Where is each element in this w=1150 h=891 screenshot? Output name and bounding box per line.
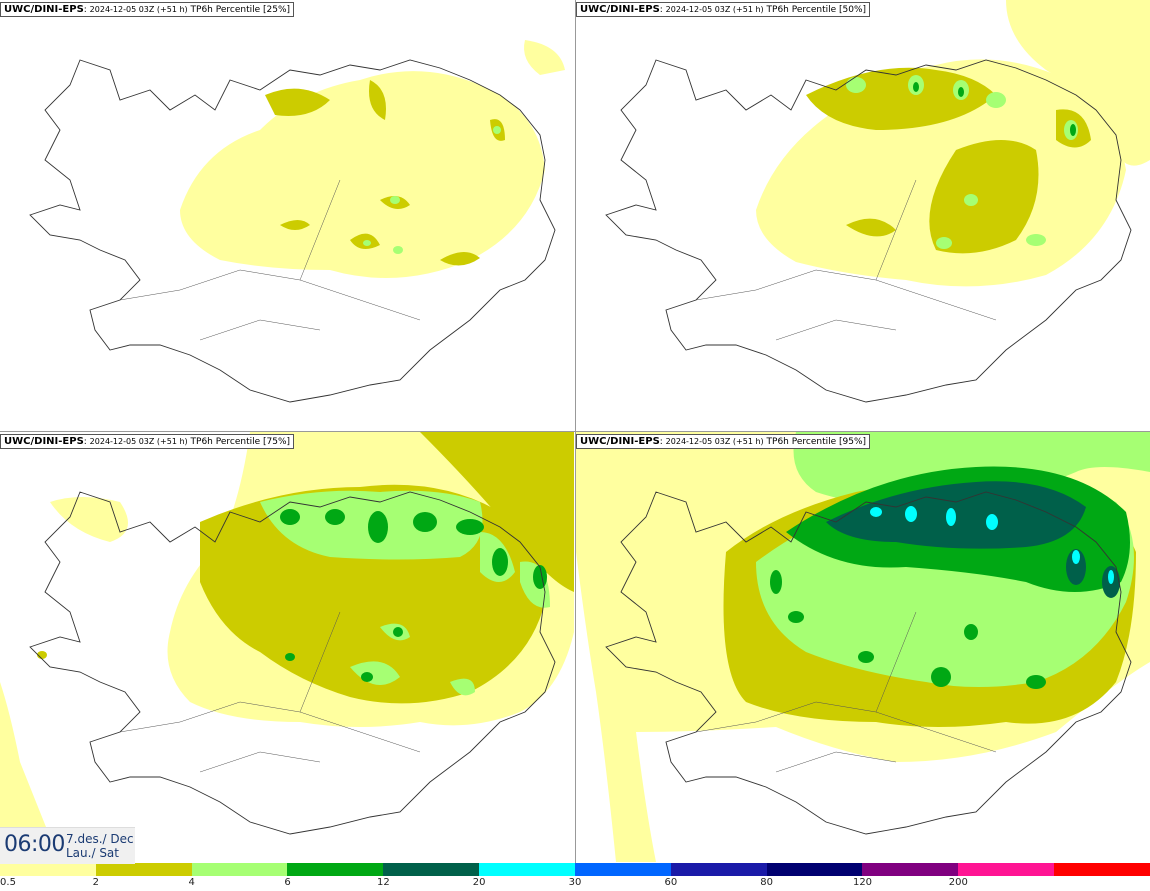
panel-p25: UWC/DINI-EPS: 2024-12-05 03Z (+51 h) TP6… bbox=[0, 0, 574, 430]
legend-swatch bbox=[287, 863, 384, 876]
legend-swatch bbox=[95, 863, 192, 876]
legend-label: 2 bbox=[92, 877, 100, 888]
panel-title: UWC/DINI-EPS: 2024-12-05 03Z (+51 h) TP6… bbox=[0, 2, 295, 17]
legend-label: 0.5 bbox=[0, 877, 16, 888]
precip-map bbox=[29, 40, 565, 403]
legend-swatch bbox=[191, 863, 288, 876]
run-time: 2024-12-05 03Z (+51 h) bbox=[89, 5, 188, 14]
legend-swatch bbox=[766, 863, 863, 876]
precip-map bbox=[0, 432, 574, 862]
valid-time-box: 06:00 7.des./ Dec Lau./ Sat bbox=[0, 827, 135, 864]
legend-swatch bbox=[479, 863, 575, 876]
legend-label: 12 bbox=[376, 877, 390, 888]
legend-label: 200 bbox=[948, 877, 968, 888]
valid-time: 06:00 bbox=[4, 832, 65, 857]
product-name: TP6h Percentile [25%] bbox=[190, 5, 291, 15]
product-name: TP6h Percentile [50%] bbox=[766, 5, 867, 15]
legend-label: 80 bbox=[760, 877, 774, 888]
legend-labels: 0.5 2 4 6 12 20 30 60 80 120 200 bbox=[0, 877, 1150, 891]
legend-swatch bbox=[862, 863, 959, 876]
legend-label: 6 bbox=[284, 877, 291, 888]
run-time: 2024-12-05 03Z (+51 h) bbox=[89, 437, 188, 446]
legend-label: 30 bbox=[568, 877, 582, 888]
panel-p95: UWC/DINI-EPS: 2024-12-05 03Z (+51 h) TP6… bbox=[576, 432, 1150, 862]
panel-p50: UWC/DINI-EPS: 2024-12-05 03Z (+51 h) TP6… bbox=[576, 0, 1150, 430]
legend-label: 60 bbox=[664, 877, 678, 888]
legend-swatch bbox=[670, 863, 767, 876]
panel-title: UWC/DINI-EPS: 2024-12-05 03Z (+51 h) TP6… bbox=[576, 2, 871, 17]
product-name: TP6h Percentile [75%] bbox=[190, 437, 291, 447]
precip-color-legend bbox=[0, 863, 1150, 876]
legend-swatch bbox=[958, 863, 1055, 876]
panel-divider-horizontal bbox=[0, 431, 1150, 432]
run-time: 2024-12-05 03Z (+51 h) bbox=[665, 5, 764, 14]
panel-p75: UWC/DINI-EPS: 2024-12-05 03Z (+51 h) TP6… bbox=[0, 432, 574, 862]
legend-swatch bbox=[383, 863, 480, 876]
model-name: UWC/DINI-EPS bbox=[4, 436, 84, 447]
valid-date-line2: Lau./ Sat bbox=[66, 846, 119, 860]
valid-date: 7.des./ Dec Lau./ Sat bbox=[66, 832, 134, 860]
legend-swatch bbox=[1054, 863, 1150, 876]
legend-label: 20 bbox=[472, 877, 486, 888]
model-name: UWC/DINI-EPS bbox=[580, 436, 660, 447]
legend-label: 4 bbox=[188, 877, 195, 888]
precip-map bbox=[605, 0, 1150, 403]
model-name: UWC/DINI-EPS bbox=[4, 4, 84, 15]
run-time: 2024-12-05 03Z (+51 h) bbox=[665, 437, 764, 446]
product-name: TP6h Percentile [95%] bbox=[766, 437, 867, 447]
panel-title: UWC/DINI-EPS: 2024-12-05 03Z (+51 h) TP6… bbox=[0, 434, 295, 449]
valid-date-line1: 7.des./ Dec bbox=[66, 832, 134, 846]
model-name: UWC/DINI-EPS bbox=[580, 4, 660, 15]
legend-swatch bbox=[0, 863, 96, 876]
legend-swatch bbox=[574, 863, 671, 876]
panel-title: UWC/DINI-EPS: 2024-12-05 03Z (+51 h) TP6… bbox=[576, 434, 871, 449]
legend-label: 120 bbox=[852, 877, 873, 888]
precip-map bbox=[576, 432, 1150, 862]
